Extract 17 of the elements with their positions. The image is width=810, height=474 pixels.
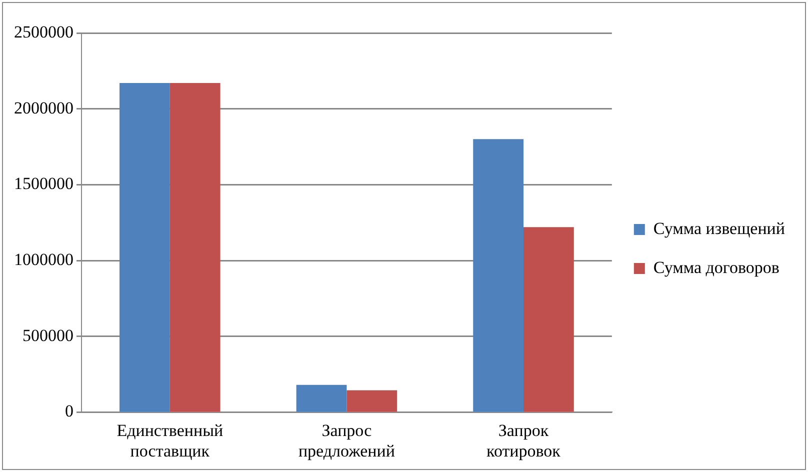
bar xyxy=(524,227,574,412)
bar xyxy=(296,384,347,412)
y-tick-label: 2000000 xyxy=(14,98,74,118)
y-tick-label: 500000 xyxy=(22,326,74,345)
x-tick-label: Единственный поставщик xyxy=(116,420,224,460)
bar xyxy=(120,83,170,412)
bar xyxy=(346,390,398,412)
y-tick-label: 2500000 xyxy=(14,22,74,42)
y-tick-label: 1000000 xyxy=(14,250,74,269)
y-tick-label: 1500000 xyxy=(14,174,74,194)
bar xyxy=(170,83,220,412)
x-tick-label: Запрос предложений xyxy=(298,420,395,460)
legend-label: Сумма извещений xyxy=(653,218,786,238)
bar xyxy=(473,139,524,412)
y-tick-label: 0 xyxy=(65,402,74,421)
x-tick-label: Запрок котировок xyxy=(486,420,562,460)
legend-label: Сумма договоров xyxy=(653,258,780,277)
